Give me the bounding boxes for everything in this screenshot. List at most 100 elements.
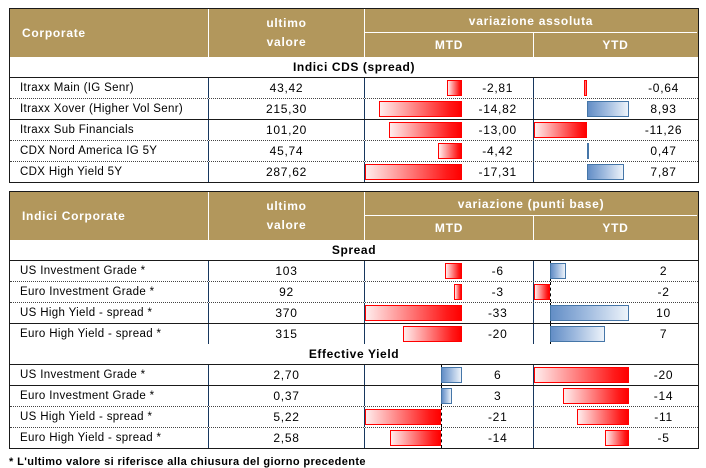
mtd-data-bar — [440, 367, 463, 383]
row-label: CDX Nord America IG 5Y — [10, 141, 209, 161]
mtd-cell: -6 — [365, 261, 534, 281]
table-row: US Investment Grade * 103 -6 2 — [10, 261, 698, 282]
mtd-value: -17,31 — [478, 165, 517, 179]
ytd-data-bar — [549, 326, 606, 342]
ytd-bar-zone — [534, 428, 630, 448]
ytd-bar-zone — [534, 162, 629, 182]
ytd-cell: -14 — [534, 386, 698, 406]
row-last-value: 215,30 — [209, 99, 365, 119]
row-label: Itraxx Main (IG Senr) — [10, 78, 209, 98]
row-last-value: 92 — [209, 282, 365, 302]
ytd-cell: -20 — [534, 365, 698, 385]
row-label: US Investment Grade * — [10, 261, 209, 281]
mtd-data-bar — [389, 122, 463, 138]
mtd-value: -2,81 — [482, 81, 514, 95]
cds-table-body: Indici CDS (spread) Itraxx Main (IG Senr)… — [10, 57, 698, 182]
row-last-value: 0,37 — [209, 386, 365, 406]
ytd-value: -11 — [654, 410, 673, 424]
table-row: Euro Investment Grade * 0,37 3 -14 — [10, 386, 698, 407]
mtd-cell: 6 — [365, 365, 534, 385]
mtd-data-bar — [437, 143, 463, 159]
table-row: Itraxx Main (IG Senr) 43,42 -2,81 -0,64 — [10, 78, 698, 99]
ytd-data-bar — [549, 305, 630, 321]
section-title: Spread — [10, 240, 698, 261]
mtd-value: -33 — [487, 306, 508, 320]
ytd-bar-zone — [534, 303, 630, 323]
header-ytd: YTD — [602, 221, 629, 235]
mtd-value: -14,82 — [478, 102, 517, 116]
header-ultimo-valore: ultimo valore — [209, 192, 365, 240]
mtd-data-bar — [440, 388, 452, 404]
ytd-value: -0,64 — [648, 81, 680, 95]
mtd-bar-zone — [365, 282, 463, 302]
row-label: Euro High Yield - spread * — [10, 324, 209, 344]
table-row: CDX Nord America IG 5Y 45,74 -4,42 0,47 — [10, 141, 698, 162]
header-ultimo: ultimo — [266, 16, 307, 30]
mtd-bar-zone — [365, 324, 463, 344]
mtd-cell: 3 — [365, 386, 534, 406]
mtd-bar-zone — [365, 303, 463, 323]
row-last-value: 101,20 — [209, 120, 365, 140]
mtd-bar-zone — [365, 386, 462, 406]
mtd-cell: -2,81 — [365, 78, 534, 98]
row-last-value: 315 — [209, 324, 365, 344]
header-mtd: MTD — [365, 216, 534, 240]
zero-axis-line — [549, 282, 551, 302]
mtd-data-bar — [403, 326, 463, 342]
header-valore: valore — [266, 35, 307, 49]
header-corporate: Corporate — [10, 9, 209, 57]
row-last-value: 370 — [209, 303, 365, 323]
ytd-value: 0,47 — [650, 144, 677, 158]
row-last-value: 43,42 — [209, 78, 365, 98]
ytd-value: 2 — [659, 264, 668, 278]
mtd-bar-zone — [365, 261, 463, 281]
row-last-value: 2,70 — [209, 365, 365, 385]
ytd-cell: -11,26 — [534, 120, 698, 140]
ytd-bar-zone — [534, 282, 629, 302]
ytd-value: 7 — [659, 327, 668, 341]
header-variazione-punti-base: variazione (punti base) — [365, 192, 697, 216]
ytd-data-bar — [549, 263, 566, 279]
header-variazione-assoluta: variazione assoluta — [365, 9, 697, 33]
mtd-bar-zone — [365, 162, 463, 182]
mtd-bar-zone — [365, 428, 462, 448]
ytd-cell: 10 — [534, 303, 698, 323]
table-row: Euro High Yield - spread * 315 -20 7 — [10, 324, 698, 344]
mtd-data-bar — [453, 284, 463, 300]
ytd-bar-zone — [534, 99, 630, 119]
row-label: Itraxx Sub Financials — [10, 120, 209, 140]
ytd-bar-zone — [534, 141, 629, 161]
zero-axis-line — [440, 407, 442, 427]
ytd-data-bar — [576, 409, 630, 425]
ytd-value: 10 — [656, 306, 671, 320]
mtd-value: -21 — [487, 410, 508, 424]
table-row: US High Yield - spread * 5,22 -21 -11 — [10, 407, 698, 428]
mtd-cell: -3 — [365, 282, 534, 302]
ytd-cell: -2 — [534, 282, 698, 302]
mtd-value: 3 — [494, 389, 502, 403]
ytd-cell: 2 — [534, 261, 698, 281]
mtd-cell: -4,42 — [365, 141, 534, 161]
ytd-cell: 8,93 — [534, 99, 698, 119]
mtd-data-bar — [365, 409, 441, 425]
row-label: US Investment Grade * — [10, 365, 209, 385]
ytd-data-bar — [534, 367, 630, 383]
ytd-bar-zone — [534, 261, 629, 281]
row-label: US High Yield - spread * — [10, 407, 209, 427]
ytd-value: 7,87 — [650, 165, 677, 179]
mtd-data-bar — [365, 164, 463, 180]
ytd-value: -2 — [657, 285, 670, 299]
row-last-value: 2,58 — [209, 428, 365, 448]
row-label: Euro High Yield - spread * — [10, 428, 209, 448]
mtd-data-bar — [444, 263, 463, 279]
ytd-value: -14 — [653, 389, 674, 403]
zero-axis-line — [440, 428, 442, 448]
ytd-data-bar — [605, 430, 630, 446]
footnote: * L'ultimo valore si riferisce alla chiu… — [9, 456, 366, 468]
mtd-value: -4,42 — [482, 144, 514, 158]
table-row: Euro Investment Grade * 92 -3 -2 — [10, 282, 698, 303]
ytd-data-bar — [587, 164, 625, 180]
mtd-data-bar — [365, 305, 463, 321]
mtd-data-bar — [390, 430, 441, 446]
ytd-cell: 7 — [534, 324, 698, 344]
